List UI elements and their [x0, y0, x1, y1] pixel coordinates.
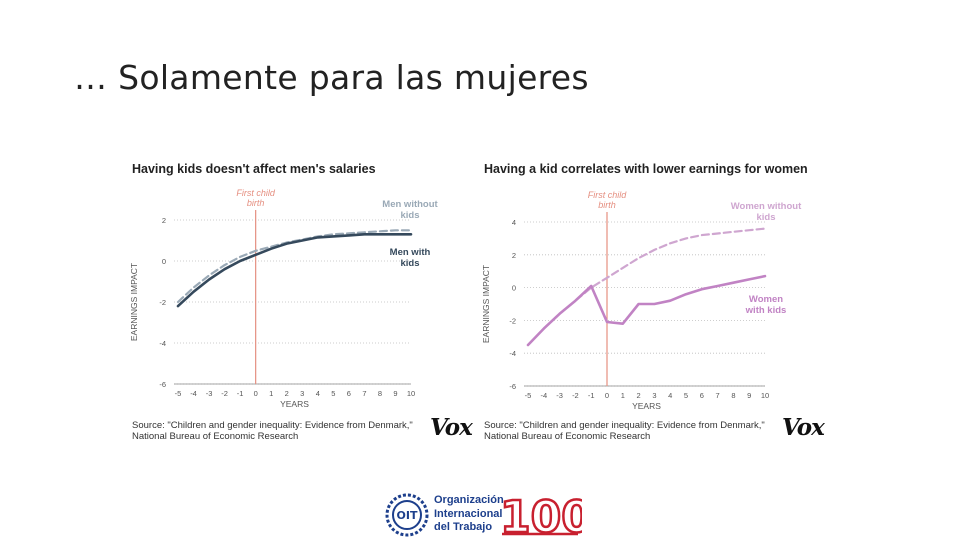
x-tick-label: -5: [175, 389, 182, 398]
series-label: kids: [400, 210, 419, 221]
x-tick-label: 2: [285, 389, 289, 398]
series-label: kids: [400, 258, 419, 269]
source-line-1: Source: "Children and gender inequality:…: [132, 420, 413, 431]
x-tick-label: 0: [605, 391, 609, 400]
x-tick-label: 4: [668, 391, 672, 400]
y-tick-label: -6: [509, 382, 516, 391]
x-tick-label: 6: [347, 389, 351, 398]
x-tick-label: 2: [637, 391, 641, 400]
series-line-with-kids: [176, 233, 413, 308]
first-birth-label: birth: [598, 200, 616, 210]
x-tick-label: -3: [206, 389, 213, 398]
y-axis-title: EARNINGS IMPACT: [129, 263, 139, 341]
x-tick-label: 7: [362, 389, 366, 398]
x-tick-label: -2: [221, 389, 228, 398]
x-tick-label: -1: [588, 391, 595, 400]
series-label: Men without: [382, 199, 438, 210]
y-tick-label: -2: [159, 298, 166, 307]
x-tick-label: 0: [254, 389, 258, 398]
ilo-emblem-icon: OIT: [385, 493, 429, 537]
series-label: kids: [756, 212, 775, 223]
source-note: Source: "Children and gender inequality:…: [132, 420, 413, 442]
y-axis-title: EARNINGS IMPACT: [481, 265, 491, 343]
centenary-100-mark: 100: [499, 491, 582, 538]
x-tick-label: -4: [190, 389, 197, 398]
x-axis-title: YEARS: [280, 399, 309, 409]
x-tick-label: -2: [572, 391, 579, 400]
x-tick-label: 3: [652, 391, 656, 400]
y-tick-label: 4: [512, 218, 516, 227]
vox-logo: Vox: [430, 414, 473, 441]
x-tick-label: 7: [716, 391, 720, 400]
x-tick-label: 8: [731, 391, 735, 400]
series-label: Women: [749, 294, 783, 305]
x-tick-label: -1: [237, 389, 244, 398]
x-tick-label: 1: [269, 389, 273, 398]
y-tick-label: -4: [159, 339, 166, 348]
first-birth-label: First child: [236, 188, 275, 198]
x-tick-label: 9: [393, 389, 397, 398]
y-tick-label: -2: [509, 316, 516, 325]
series-label: Men with: [390, 247, 431, 258]
series-line-without-kids: [526, 227, 767, 347]
x-tick-label: -5: [525, 391, 532, 400]
source-line-2: National Bureau of Economic Research: [484, 431, 651, 442]
chart-title: Having kids doesn't affect men's salarie…: [132, 162, 376, 176]
x-tick-label: 10: [407, 389, 415, 398]
x-tick-label: 4: [316, 389, 320, 398]
vox-logo: Vox: [782, 414, 825, 441]
x-tick-label: -4: [540, 391, 547, 400]
ilo-centenary-logo: OIT Organización Internacional del Traba…: [384, 490, 584, 538]
series-line-with-kids: [526, 274, 767, 347]
series-label: Women without: [731, 201, 802, 212]
chart-panel-men: Having kids doesn't affect men's salarie…: [128, 152, 473, 442]
source-line-2: National Bureau of Economic Research: [132, 431, 299, 442]
ilo-name-line-2: Internacional: [434, 507, 503, 520]
y-tick-label: 0: [512, 284, 516, 293]
y-tick-label: -4: [509, 349, 516, 358]
first-birth-label: First child: [588, 190, 627, 200]
source-note: Source: "Children and gender inequality:…: [484, 420, 765, 442]
x-tick-label: 1: [621, 391, 625, 400]
y-tick-label: 2: [512, 251, 516, 260]
chart-title: Having a kid correlates with lower earni…: [484, 162, 808, 176]
x-tick-label: 10: [761, 391, 769, 400]
x-tick-label: 5: [684, 391, 688, 400]
y-tick-label: -6: [159, 380, 166, 389]
chart-panel-women: Having a kid correlates with lower earni…: [480, 152, 825, 442]
x-tick-label: 9: [747, 391, 751, 400]
centenary-number: 100: [500, 492, 582, 538]
ilo-name-line-3: del Trabajo: [434, 521, 493, 533]
x-tick-label: 6: [700, 391, 704, 400]
x-tick-label: 3: [300, 389, 304, 398]
ilo-name-line-1: Organización: [434, 494, 504, 506]
y-tick-label: 2: [162, 216, 166, 225]
x-axis-title: YEARS: [632, 401, 661, 411]
x-tick-label: 5: [331, 389, 335, 398]
x-tick-label: -3: [556, 391, 563, 400]
series-label: with kids: [745, 305, 787, 316]
ilo-emblem-text: OIT: [397, 509, 418, 522]
source-line-1: Source: "Children and gender inequality:…: [484, 420, 765, 431]
chart-women-svg: 4 2 0 -2 -4 -6 -5 -4 -3 -2 -1 0 1 2 3 4 5 6 7 8 9 10 YEARS EARN…: [481, 190, 802, 411]
x-tick-label: 8: [378, 389, 382, 398]
slide-title: … Solamente para las mujeres: [74, 58, 589, 97]
chart-men-svg: 2 0 -2 -4 -6 -5 -4 -3 -2 -1 0 1 2 3 4 5 6 7 8 9 10 YEARS EARNI…: [129, 188, 439, 409]
ilo-name: Organización Internacional del Trabajo: [434, 494, 504, 535]
first-birth-label: birth: [247, 198, 265, 208]
y-tick-label: 0: [162, 257, 166, 266]
